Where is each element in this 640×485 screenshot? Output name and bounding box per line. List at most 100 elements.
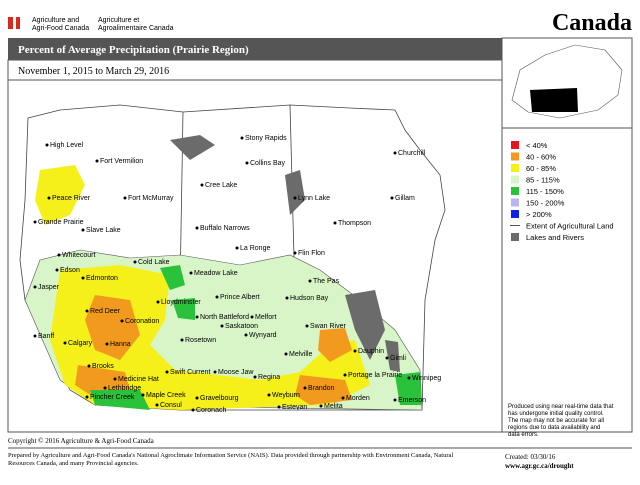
precip-40-60 — [85, 295, 140, 360]
city-dot — [85, 395, 89, 399]
city-dot — [308, 279, 312, 283]
city-dot — [33, 334, 37, 338]
city-dot — [385, 356, 389, 360]
title-bar — [8, 38, 502, 60]
city-label: Collins Bay — [250, 160, 286, 167]
city-label: Brooks — [92, 363, 114, 370]
city-dot — [155, 403, 159, 407]
city-dot — [120, 319, 124, 323]
city-dot — [105, 342, 109, 346]
city-label: Buffalo Narrows — [200, 225, 250, 232]
city-label: Lynn Lake — [298, 195, 330, 202]
city-dot — [123, 196, 127, 200]
city-dot — [47, 196, 51, 200]
legend-label: > 200% — [526, 210, 552, 219]
legend-swatch — [511, 210, 519, 218]
legend-swatch — [511, 198, 519, 207]
period: November 1, 2015 to March 29, 2016 — [18, 66, 169, 77]
legend-swatch — [511, 141, 519, 149]
city-label: Weyburn — [272, 392, 300, 399]
city-label: Fort McMurray — [128, 195, 174, 202]
city-dot — [277, 405, 281, 409]
city-dot — [305, 324, 309, 328]
city-dot — [284, 352, 288, 356]
prepared-box: Prepared by Agriculture and Agri-Food Ca… — [8, 452, 454, 467]
city-label: Calgary — [68, 340, 93, 347]
precip-115-150 — [160, 265, 185, 290]
city-dot — [33, 220, 37, 224]
legend-label: 40 - 60% — [526, 153, 556, 162]
legend-swatch — [511, 187, 519, 195]
city-dot — [195, 226, 199, 230]
city-dot — [165, 370, 169, 374]
city-label: Estevan — [282, 404, 307, 411]
city-dot — [333, 221, 337, 225]
city-label: North Battleford — [200, 314, 249, 321]
city-label: Gillam — [395, 195, 415, 202]
city-label: Pincher Creek — [90, 394, 135, 401]
legend-frame — [501, 127, 633, 433]
city-dot — [57, 253, 61, 257]
city-label: Cold Lake — [138, 259, 170, 266]
lake — [345, 290, 385, 360]
city-label: Whitecourt — [62, 252, 96, 259]
city-label: Edmonton — [86, 275, 118, 282]
city-dot — [319, 404, 323, 408]
city-dot — [240, 136, 244, 140]
city-dot — [33, 285, 37, 289]
legend-label: Extent of Agricultural Land — [526, 222, 614, 231]
flag — [13, 17, 16, 29]
city-label: Consul — [160, 402, 182, 409]
city-label: Stony Rapids — [245, 135, 287, 142]
city-label: Wynyard — [249, 332, 277, 339]
city-label: Swan River — [310, 323, 346, 330]
city-label: Saskatoon — [225, 323, 258, 330]
city-dot — [213, 370, 217, 374]
city-label: Banff — [38, 333, 54, 340]
city-dot — [156, 300, 160, 304]
city-dot — [55, 268, 59, 272]
city-label: Gimli — [390, 355, 406, 362]
precip-115-150 — [172, 298, 195, 320]
city-label: Melita — [324, 403, 343, 410]
precip-40-60 — [318, 328, 352, 362]
city-dot — [63, 341, 67, 345]
city-label: Churchill — [398, 150, 426, 157]
city-dot — [390, 196, 394, 200]
city-label: Winnipeg — [412, 375, 441, 382]
city-dot — [113, 377, 117, 381]
city-dot — [250, 315, 254, 319]
legend-swatch — [511, 233, 519, 241]
city-label: Regina — [258, 374, 280, 381]
precip-40-60 — [75, 365, 130, 398]
city-label: Melville — [289, 351, 312, 358]
city-label: Coronach — [196, 407, 226, 414]
city-label: Lethbridge — [108, 385, 141, 392]
prepared: Prepared by Agriculture and Agri-Food Ca… — [8, 452, 454, 467]
city-label: Hanna — [110, 341, 131, 348]
city-dot — [87, 364, 91, 368]
city-label: Rosetown — [185, 337, 216, 344]
city-label: Fort Vermilion — [100, 158, 143, 165]
city-label: Emerson — [398, 397, 426, 404]
city-dot — [103, 386, 107, 390]
city-label: Hudson Bay — [290, 295, 329, 302]
inset-prairies — [530, 88, 578, 112]
city-dot — [353, 349, 357, 353]
created: Created: 03/30/16 — [505, 453, 556, 461]
city-dot — [235, 246, 239, 250]
city-label: Lloydminster — [161, 299, 201, 306]
disclaimer: Produced using near real-time data that h… — [508, 404, 614, 438]
city-dot — [244, 333, 248, 337]
city-dot — [215, 295, 219, 299]
city-label: Medicine Hat — [118, 376, 159, 383]
city-dot — [220, 324, 224, 328]
city-label: Moose Jaw — [218, 369, 254, 376]
city-dot — [253, 375, 257, 379]
dept-fr: Agroalimentaire Canada — [98, 25, 174, 32]
city-label: Cree Lake — [205, 182, 237, 189]
city-label: Portage la Prairie — [348, 372, 402, 379]
city-label: Jasper — [38, 284, 60, 291]
city-dot — [133, 260, 137, 264]
